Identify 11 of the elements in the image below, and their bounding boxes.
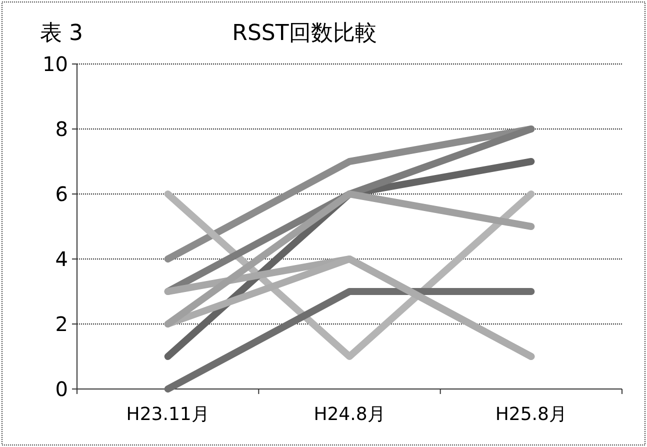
y-tick-label: 0	[55, 377, 68, 401]
chart-title: RSST回数比較	[232, 21, 377, 46]
y-tick-label: 6	[55, 182, 68, 206]
x-tick-label: H23.11月	[126, 404, 210, 425]
x-tick-label: H25.8月	[495, 404, 567, 425]
y-tick-label: 4	[55, 247, 68, 271]
x-tick-label: H24.8月	[314, 404, 386, 425]
y-tick-label: 2	[55, 312, 68, 336]
text: 表 3	[40, 21, 83, 46]
y-tick-label: 10	[42, 52, 68, 76]
y-tick-label: 8	[55, 117, 68, 141]
